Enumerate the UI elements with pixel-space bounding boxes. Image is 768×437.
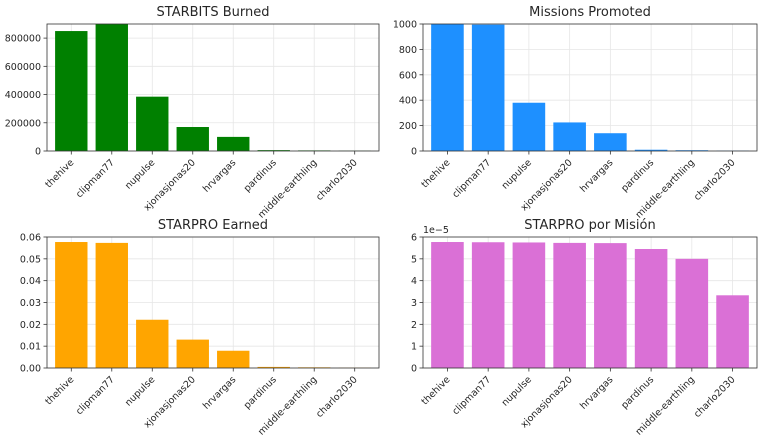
y-tick-label: 0.00 [20, 364, 41, 375]
y-tick-label: 800000 [5, 34, 41, 45]
y-tick-label: 2 [411, 320, 417, 331]
bar-thehive [431, 24, 464, 151]
bar-middle-earthling [675, 258, 709, 368]
bar-hrvargas [594, 133, 627, 151]
bar-nupulse [512, 242, 546, 368]
bar-clipman77 [95, 242, 128, 368]
x-tick-label: hrvargas [578, 157, 615, 194]
x-tick-label: clipman77 [74, 374, 117, 417]
axes-frame [46, 236, 380, 369]
bar-nupulse [136, 96, 169, 151]
y-offset-label: 1e−5 [423, 225, 449, 236]
x-tick-label: thehive [43, 374, 76, 407]
y-tick-label: 0 [411, 364, 417, 375]
bar-hrvargas [217, 350, 250, 368]
subplot-3: 0.00 0.01 0.02 0.03 0.04 0.05 0.06 thehiveclipm… [20, 218, 380, 437]
x-tick-label: nupulse [123, 157, 157, 191]
x-tick-label: clipman77 [450, 374, 493, 417]
y-tick-label: 6 [411, 233, 417, 244]
y-tick-label: 1 [411, 342, 417, 353]
bar-hrvargas [594, 243, 627, 368]
bar-thehive [55, 31, 88, 151]
bar-pardinus [257, 366, 290, 368]
bar-clipman77 [471, 24, 505, 151]
y-tick-label: 600 [399, 70, 417, 81]
x-tick-label: pardinus [242, 157, 279, 194]
bar-pardinus [257, 150, 290, 151]
y-tick-label: 400 [399, 96, 417, 107]
x-tick-label: clipman77 [74, 157, 117, 200]
bar-clipman77 [471, 242, 505, 368]
bar-nupulse [512, 102, 546, 151]
subplot-1: 0 200000 400000 600000 800000 thehiveclipman7… [5, 5, 380, 221]
x-tick-label: pardinus [242, 374, 279, 411]
y-tick-label: 3 [411, 298, 417, 309]
x-tick-label: thehive [420, 374, 453, 407]
bar-pardinus [634, 249, 668, 368]
y-tick-label: 0 [35, 147, 41, 158]
bar-clipman77 [95, 24, 128, 151]
y-tick-label: 200000 [5, 118, 41, 129]
x-tick-label: pardinus [619, 374, 656, 411]
bar-xjonasjonas20 [553, 242, 586, 368]
y-tick-label: 0.02 [20, 320, 41, 331]
axes-frame [46, 23, 380, 152]
x-tick-label: charlo2030 [314, 157, 360, 203]
x-tick-label: hrvargas [578, 374, 615, 411]
chart-title: STARPRO Earned [158, 218, 268, 233]
bar-thehive [431, 242, 464, 368]
y-tick-label: 400000 [5, 90, 41, 101]
y-tick-label: 0 [411, 147, 417, 158]
x-tick-label: clipman77 [450, 157, 493, 200]
y-tick-label: 0.06 [20, 233, 41, 244]
y-tick-label: 600000 [5, 62, 41, 73]
x-tick-label: nupulse [500, 157, 534, 191]
bar-charlo2030 [716, 295, 749, 368]
bar-xjonasjonas20 [176, 127, 209, 151]
y-tick-label: 0.03 [20, 298, 41, 309]
bar-xjonasjonas20 [553, 122, 586, 151]
y-tick-label: 0.04 [20, 276, 41, 287]
axes-frame [422, 23, 758, 152]
x-tick-label: hrvargas [201, 157, 238, 194]
chart-title: Missions Promoted [529, 5, 651, 20]
bar-hrvargas [217, 136, 250, 151]
x-tick-label: thehive [420, 157, 453, 190]
y-tick-label: 5 [411, 254, 417, 265]
x-tick-label: charlo2030 [692, 157, 738, 203]
x-tick-label: nupulse [123, 374, 157, 408]
x-tick-label: nupulse [500, 374, 534, 408]
bar-nupulse [136, 319, 169, 368]
axes-frame [422, 236, 758, 369]
x-tick-label: charlo2030 [692, 374, 738, 420]
y-tick-label: 4 [411, 276, 417, 287]
x-tick-label: hrvargas [201, 374, 238, 411]
bar-xjonasjonas20 [176, 339, 209, 368]
x-tick-label: charlo2030 [314, 374, 360, 420]
chart-title: STARPRO por Misión [524, 218, 655, 233]
chart-title: STARBITS Burned [157, 5, 270, 20]
y-tick-label: 0.05 [20, 254, 41, 265]
x-tick-label: pardinus [619, 157, 656, 194]
y-tick-label: 800 [399, 45, 417, 56]
y-tick-label: 1000 [393, 20, 417, 31]
x-tick-label: thehive [43, 157, 76, 190]
y-tick-label: 0.01 [20, 342, 41, 353]
bar-thehive [55, 242, 88, 368]
bar-pardinus [634, 149, 668, 151]
y-tick-label: 200 [399, 121, 417, 132]
